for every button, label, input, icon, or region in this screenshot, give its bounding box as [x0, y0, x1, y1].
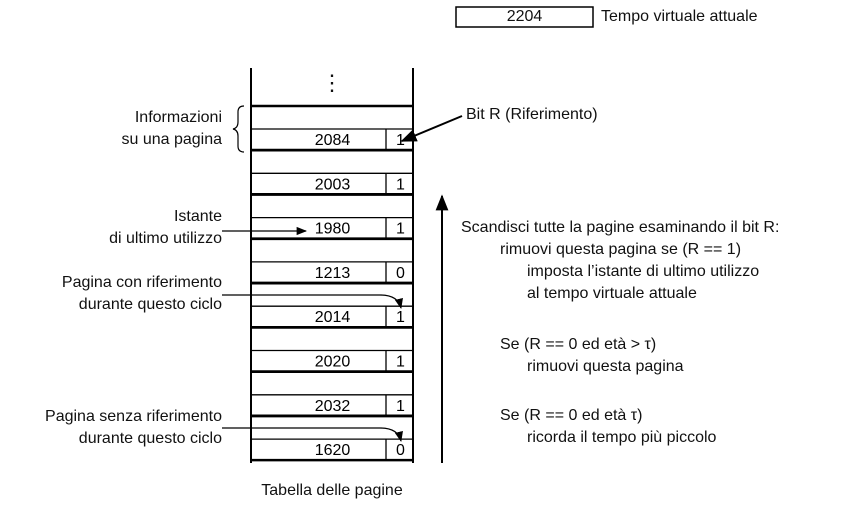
not-referenced-label-1: Pagina senza riferimento: [45, 408, 222, 425]
algorithm-line-7: Se (R == 0 ed età τ): [500, 407, 643, 424]
last-use-time-cell: 2084: [315, 132, 351, 149]
r-bit-cell: 0: [396, 265, 405, 282]
referenced-arrow: [222, 294, 403, 310]
algorithm-line-6: rimuovi questa pagina: [527, 358, 684, 375]
algorithm-line-4: al tempo virtuale attuale: [527, 285, 697, 302]
last-use-time-cell: 2014: [315, 309, 351, 326]
r-bit-cell: 1: [396, 398, 405, 415]
current-time-label: Tempo virtuale attuale: [601, 8, 758, 25]
last-use-time-cell: 1620: [315, 442, 351, 459]
last-use-time-cell: 1980: [315, 221, 351, 238]
not-referenced-arrow: [222, 427, 403, 443]
last-use-time-cell: 2032: [315, 398, 351, 415]
last-use-label-1: Istante: [173, 208, 222, 225]
page-info-label-1: Informazioni: [134, 109, 222, 126]
r-bit-cell: 1: [396, 221, 405, 238]
algorithm-line-3: imposta l’istante di ultimo utilizzo: [527, 263, 760, 280]
algorithm-line-8: ricorda il tempo più piccolo: [527, 429, 717, 446]
referenced-label-1: Pagina con riferimento: [61, 274, 222, 291]
algorithm-line-5: Se (R == 0 ed età > τ): [500, 336, 657, 353]
r-bit-cell: 1: [396, 309, 405, 326]
table-ellipsis: ⋮: [321, 70, 343, 95]
last-use-time-cell: 1213: [315, 265, 351, 282]
page-info-brace: [232, 105, 245, 153]
last-use-time-cell: 2020: [315, 354, 351, 371]
page-info-label-2: su una pagina: [121, 131, 222, 148]
r-bit-cell: 1: [396, 176, 405, 193]
r-bit-cell: 0: [396, 442, 405, 459]
not-referenced-label-2: durante questo ciclo: [78, 430, 222, 447]
table-caption: Tabella delle pagine: [261, 482, 403, 499]
bit-r-arrow: [400, 115, 463, 142]
current-time-value: 2204: [506, 8, 543, 25]
last-use-label-2: di ultimo utilizzo: [109, 230, 222, 247]
algorithm-line-2: rimuovi questa pagina se (R == 1): [500, 241, 742, 258]
algorithm-line-1: Scandisci tutte la pagine esaminando il …: [461, 219, 780, 236]
r-bit-cell: 1: [396, 354, 405, 371]
last-use-time-cell: 2003: [315, 176, 351, 193]
referenced-label-2: durante questo ciclo: [78, 296, 222, 313]
bit-r-label: Bit R (Riferimento): [466, 106, 598, 123]
current-time-box: [455, 6, 594, 28]
